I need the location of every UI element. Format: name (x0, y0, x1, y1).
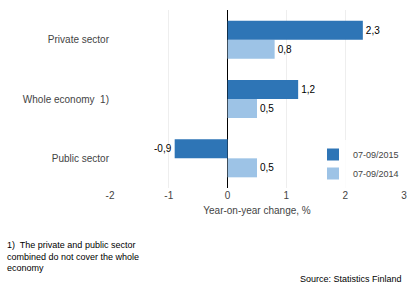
svg-text:3: 3 (401, 190, 407, 201)
svg-text:0,5: 0,5 (260, 162, 274, 173)
svg-text:Private sector: Private sector (48, 34, 110, 45)
svg-text:Whole economy 1): Whole economy 1) (23, 94, 109, 105)
svg-text:2,3: 2,3 (366, 25, 380, 36)
svg-text:1,2: 1,2 (301, 84, 315, 95)
svg-text:0,8: 0,8 (278, 44, 292, 55)
svg-text:Public sector: Public sector (52, 153, 110, 164)
svg-text:1) The private and public sec: 1) The private and public sectorcombined… (7, 240, 139, 273)
svg-text:1: 1 (284, 190, 290, 201)
svg-text:Year-on-year change, %: Year-on-year change, % (203, 205, 311, 216)
svg-text:2: 2 (342, 190, 348, 201)
svg-text:Source: Statistics Finland: Source: Statistics Finland (300, 274, 402, 284)
svg-text:-0,9: -0,9 (154, 143, 172, 154)
svg-text:0: 0 (225, 190, 231, 201)
svg-text:07-09/2014: 07-09/2014 (353, 169, 399, 179)
svg-text:0,5: 0,5 (260, 103, 274, 114)
svg-text:-1: -1 (164, 190, 173, 201)
svg-text:07-09/2015: 07-09/2015 (353, 150, 399, 160)
svg-text:-2: -2 (106, 190, 115, 201)
